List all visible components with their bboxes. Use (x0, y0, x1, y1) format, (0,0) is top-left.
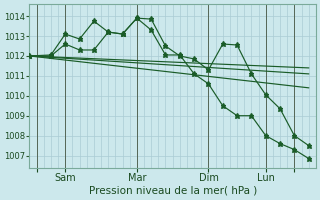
X-axis label: Pression niveau de la mer( hPa ): Pression niveau de la mer( hPa ) (89, 186, 257, 196)
